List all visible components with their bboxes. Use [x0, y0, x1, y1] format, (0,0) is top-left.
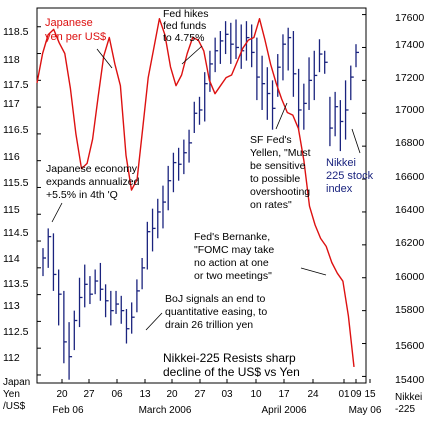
right-tick-label: 17000 [395, 104, 424, 116]
annotation-text: SF Fed's [250, 134, 292, 146]
annotation-text: "FOMC may take [194, 244, 274, 256]
left-tick-label: 112.5 [3, 326, 29, 338]
annotation-text: drain 26 trillion yen [165, 319, 253, 331]
yen-series-label: yen per US$ [45, 31, 106, 43]
left-tick-label: 116.5 [3, 124, 29, 136]
left-tick-label: 118 [3, 54, 20, 66]
annotation-pointer [51, 202, 63, 223]
left-axis-ticks [37, 26, 41, 376]
annotation-pointer [275, 102, 288, 130]
annotation-text: Japanese economy [46, 163, 138, 175]
right-tick-label: 17200 [395, 72, 424, 84]
x-tick-marks [61, 379, 371, 383]
left-tick-label: 115 [3, 204, 20, 216]
annotation-text: Fed hikes [163, 8, 209, 20]
x-tick-label: 27 [83, 389, 95, 400]
right-tick-label: 15600 [395, 340, 424, 352]
right-tick-label: 16400 [395, 204, 424, 216]
x-tick-label: 01 [338, 389, 350, 400]
x-tick-label: 10 [250, 389, 262, 400]
annotation-text: overshooting [250, 186, 310, 198]
annotation-pointer [145, 312, 163, 331]
x-tick-label: 20 [166, 389, 178, 400]
yen-series-label: Japanese [45, 17, 93, 29]
x-tick-label: 27 [194, 389, 206, 400]
right-axis-label: -225 [395, 404, 415, 415]
right-tick-label: 16000 [395, 271, 424, 283]
nikkei-series-label: Nikkei [326, 157, 356, 169]
chart-caption: decline of the US$ vs Yen [163, 365, 300, 379]
right-tick-label: 15800 [395, 304, 424, 316]
right-tick-label: 16200 [395, 237, 424, 249]
left-axis-label: Japan [3, 377, 30, 388]
annotation-text: Fed's Bernanke, [194, 231, 270, 243]
right-tick-label: 16800 [395, 137, 424, 149]
right-axis-labels: 17600 17400 17200 17000 16800 16600 1640… [395, 12, 424, 386]
left-tick-label: 116 [3, 151, 20, 163]
x-tick-label: 24 [307, 389, 319, 400]
left-tick-label: 113 [3, 300, 20, 312]
left-tick-label: 114 [3, 253, 20, 265]
month-label: Feb 06 [52, 405, 84, 416]
annotation-text: on rates" [250, 199, 292, 211]
left-axis-label: /US$ [3, 401, 26, 412]
x-tick-label: 03 [221, 389, 233, 400]
annotation-text: Yellen, "Must [250, 147, 311, 159]
annotation-pointer [300, 267, 327, 276]
nikkei-series-label: 225 stock [326, 170, 374, 182]
annotation-text: +5.5% in 4th 'Q [46, 189, 118, 201]
annotation-text: quantitative easing, to [165, 306, 267, 318]
left-axis-labels: 118.5 118 117.5 117 116.5 116 115.5 115 … [3, 26, 29, 364]
x-tick-label: 17 [278, 389, 290, 400]
plot-frame [36, 7, 367, 384]
annotation-text: BoJ signals an end to [165, 293, 266, 305]
right-tick-label: 17600 [395, 12, 424, 24]
x-tick-label: 06 [111, 389, 123, 400]
annotation-text: to possible [250, 173, 300, 185]
annotation-text: fed funds [163, 20, 206, 32]
left-tick-label: 117 [3, 98, 20, 110]
chart-caption: Nikkei-225 Resists sharp [163, 351, 296, 365]
right-tick-label: 15400 [395, 374, 424, 386]
left-tick-label: 115.5 [3, 177, 29, 189]
left-tick-label: 113.5 [3, 278, 29, 290]
left-tick-label: 112 [3, 352, 20, 364]
nikkei-series-label: index [326, 183, 353, 195]
annotation-text: be sensitive [250, 160, 306, 172]
annotation-text: or two meetings" [194, 270, 272, 282]
right-axis-label: Nikkei [395, 392, 422, 403]
x-tick-labels: 20 27 06 13 20 27 03 10 17 24 01 09 15 [56, 389, 376, 400]
right-axis-ticks [362, 14, 366, 377]
nikkei-series [42, 19, 359, 380]
x-tick-label: 20 [56, 389, 68, 400]
annotation-text: no action at one [194, 257, 269, 269]
annotation-pointer [96, 48, 113, 69]
x-tick-label: 15 [364, 389, 376, 400]
annotation-text: to 4.75% [163, 32, 204, 44]
left-tick-label: 114.5 [3, 227, 29, 239]
annotation-pointer [181, 45, 203, 65]
right-tick-label: 16600 [395, 171, 424, 183]
month-label: April 2006 [261, 405, 306, 416]
right-tick-label: 17400 [395, 39, 424, 51]
yen-series-line [36, 18, 355, 367]
annotation-text: expands annualized [46, 176, 140, 188]
x-tick-label: 09 [350, 389, 362, 400]
left-tick-label: 117.5 [3, 79, 29, 91]
month-label: March 2006 [139, 405, 192, 416]
month-label: May 06 [349, 405, 382, 416]
left-tick-label: 118.5 [3, 26, 29, 38]
annotation-pointer [351, 128, 361, 154]
left-axis-label: Yen [3, 389, 20, 400]
x-tick-label: 13 [139, 389, 151, 400]
